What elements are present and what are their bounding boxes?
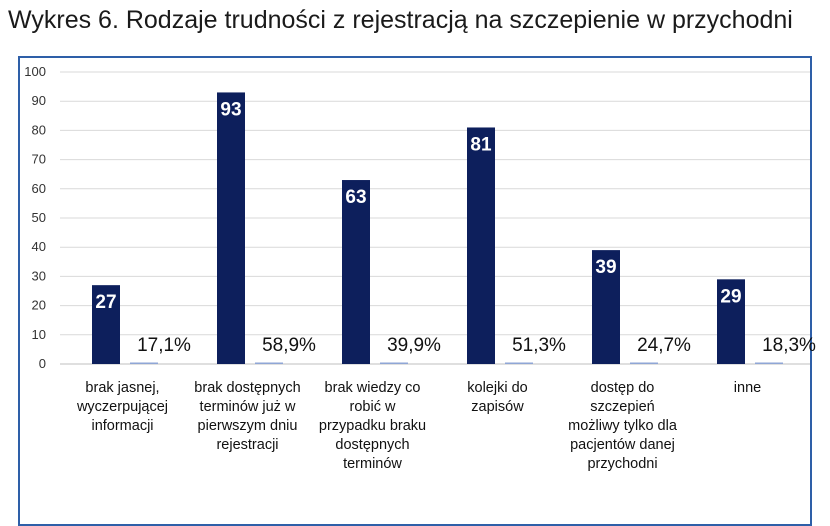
y-tick-label: 10 [32,327,46,342]
percent-label: 58,9% [262,335,316,356]
bar [92,285,120,364]
y-tick-label: 70 [32,152,46,167]
y-tick-label: 60 [32,181,46,196]
bar-value-label: 63 [345,187,366,208]
x-category-label: możliwy tylko dla [568,418,678,434]
percent-label: 17,1% [137,335,191,356]
bar-secondary-mark [380,362,408,364]
bar [342,180,370,364]
x-category-label: rejestracji [216,437,278,453]
bar-secondary-mark [130,362,158,364]
x-category-label: robić w [350,399,396,415]
bar-value-label: 93 [220,99,241,120]
y-axis-ticks: 0 10 20 30 40 50 60 70 80 90 100 [24,64,46,371]
x-category-label: szczepień [590,399,654,415]
x-category-label: terminów [343,456,402,472]
x-category-label: informacji [91,418,153,434]
x-category-label: brak dostępnych [194,380,300,396]
bar-secondary-mark [505,362,533,364]
percent-label: 39,9% [387,335,441,356]
bar-secondary-mark [255,362,283,364]
x-category-label: terminów już w [200,399,296,415]
bar [592,250,620,364]
y-tick-label: 100 [24,64,46,79]
y-tick-label: 20 [32,298,46,313]
gridlines [60,71,810,365]
percent-label: 24,7% [637,335,691,356]
x-category-label: przychodni [587,456,657,472]
x-category-label: brak wiedzy co [325,380,421,396]
y-tick-label: 40 [32,239,46,254]
y-tick-label: 50 [32,210,46,225]
bars [92,92,783,364]
bar-value-label: 27 [95,292,116,313]
x-category-label: pacjentów danej [570,437,675,453]
bar-labels: 27 17,1% 93 58,9% 63 39,9% 81 51,3% 39 24,7% 29 18,… [95,99,816,356]
x-category-label: pierwszym dniu [198,418,298,434]
bar [467,127,495,364]
y-tick-label: 0 [39,356,46,371]
y-tick-label: 30 [32,268,46,283]
x-category-label: wyczerpującej [76,399,168,415]
bar-value-label: 81 [470,134,492,155]
x-category-label: przypadku braku [319,418,426,434]
bar-value-label: 29 [720,286,741,307]
x-category-label: brak jasnej, [85,380,159,396]
x-axis-categories: brak jasnej, wyczerpującej informacji brak … [76,380,761,472]
y-tick-label: 90 [32,93,46,108]
bar-secondary-mark [630,362,658,364]
bar-secondary-mark [755,362,783,364]
x-category-label: dostęp do [591,380,655,396]
bar [217,92,245,364]
bar [717,279,745,364]
percent-label: 51,3% [512,335,566,356]
bar-chart: 0 10 20 30 40 50 60 70 80 90 100 27 17,1% 93 58,9% 63 3… [24,64,816,472]
y-tick-label: 80 [32,122,46,137]
x-category-label: inne [734,380,761,396]
chart-title: Wykres 6. Rodzaje trudności z rejestracj… [8,6,793,34]
x-category-label: kolejki do [467,380,527,396]
x-category-label: zapisów [471,399,524,415]
bar-value-label: 39 [595,257,616,278]
x-category-label: dostępnych [335,437,409,453]
percent-label: 18,3% [762,335,816,356]
